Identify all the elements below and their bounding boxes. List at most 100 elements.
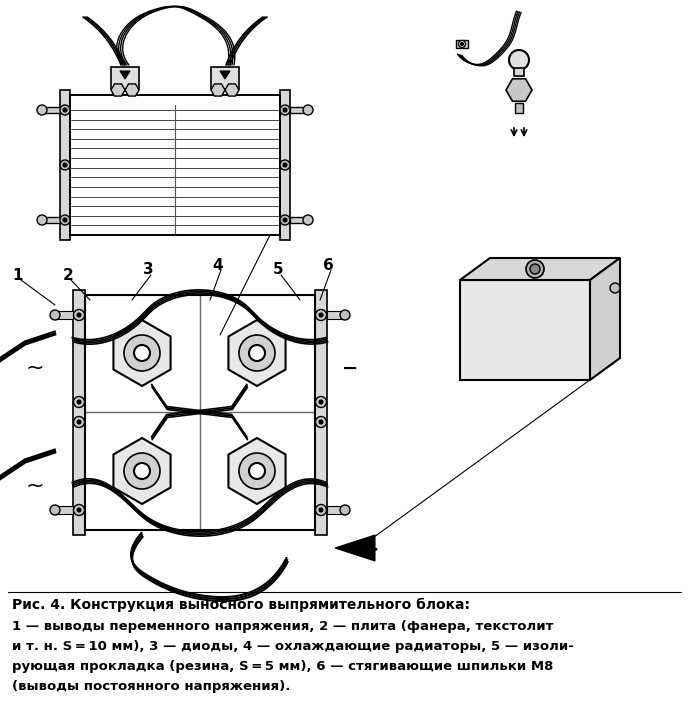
Bar (55, 506, 73, 514)
Bar (290, 217, 308, 223)
Circle shape (316, 505, 327, 516)
Bar (85, 295, 315, 530)
Circle shape (74, 505, 85, 516)
Circle shape (134, 345, 150, 361)
Text: 3: 3 (143, 263, 154, 277)
Circle shape (60, 215, 70, 225)
Polygon shape (225, 84, 239, 96)
Polygon shape (506, 79, 532, 101)
Circle shape (239, 335, 275, 371)
Text: ~: ~ (25, 358, 44, 378)
Circle shape (340, 505, 350, 515)
Text: −: − (342, 359, 358, 378)
Circle shape (319, 420, 323, 424)
Bar (85, 295, 315, 530)
Circle shape (77, 400, 81, 404)
Circle shape (303, 105, 313, 115)
Polygon shape (229, 438, 285, 504)
Circle shape (280, 160, 290, 170)
Bar (73, 290, 85, 535)
Bar (456, 40, 468, 48)
Polygon shape (220, 71, 230, 79)
Bar (55, 311, 73, 319)
Text: 2: 2 (63, 267, 73, 282)
Circle shape (63, 163, 67, 167)
Bar (315, 290, 327, 535)
Circle shape (77, 313, 81, 317)
Circle shape (63, 218, 67, 222)
Circle shape (460, 43, 464, 45)
Circle shape (283, 163, 287, 167)
Circle shape (74, 396, 85, 407)
Bar (60, 90, 70, 240)
Circle shape (280, 215, 290, 225)
Polygon shape (590, 258, 620, 380)
Bar (290, 107, 308, 113)
Circle shape (37, 105, 47, 115)
Bar (327, 311, 345, 319)
Text: +: + (360, 540, 380, 560)
Circle shape (340, 310, 350, 320)
Circle shape (316, 417, 327, 427)
Text: 6: 6 (322, 258, 333, 272)
Text: 1: 1 (13, 267, 23, 282)
Circle shape (530, 264, 540, 274)
Circle shape (458, 40, 466, 48)
Bar (327, 506, 345, 514)
Circle shape (316, 396, 327, 407)
Bar (515, 103, 523, 113)
Circle shape (283, 108, 287, 112)
Polygon shape (229, 320, 285, 386)
Polygon shape (211, 84, 225, 96)
Circle shape (124, 453, 160, 489)
Circle shape (37, 215, 47, 225)
Bar (211, 67, 239, 89)
Bar (42, 217, 60, 223)
Text: рующая прокладка (резина, S = 5 мм), 6 — стягивающие шпильки М8: рующая прокладка (резина, S = 5 мм), 6 —… (12, 660, 553, 673)
Circle shape (60, 160, 70, 170)
Circle shape (60, 105, 70, 115)
Circle shape (77, 508, 81, 512)
Bar (70, 95, 280, 235)
Polygon shape (120, 71, 130, 79)
Polygon shape (114, 438, 171, 504)
Circle shape (280, 105, 290, 115)
Circle shape (249, 463, 265, 479)
Bar (70, 95, 280, 235)
Text: Рис. 4. Конструкция выносного выпрямительного блока:: Рис. 4. Конструкция выносного выпрямител… (12, 598, 470, 612)
Text: ~: ~ (25, 476, 44, 496)
Polygon shape (460, 258, 620, 280)
Circle shape (316, 310, 327, 321)
Polygon shape (114, 320, 171, 386)
Bar (460, 280, 590, 380)
Circle shape (610, 283, 620, 293)
Circle shape (303, 215, 313, 225)
Bar (42, 107, 60, 113)
Circle shape (319, 400, 323, 404)
Text: и т. н. S = 10 мм), 3 — диоды, 4 — охлаждающие радиаторы, 5 — изоли-: и т. н. S = 10 мм), 3 — диоды, 4 — охлаж… (12, 640, 574, 653)
Text: 4: 4 (213, 258, 223, 272)
Circle shape (77, 420, 81, 424)
Text: 5: 5 (273, 263, 283, 277)
Circle shape (50, 310, 60, 320)
Polygon shape (335, 535, 375, 561)
Circle shape (283, 218, 287, 222)
Circle shape (526, 260, 544, 278)
Circle shape (249, 345, 265, 361)
Circle shape (509, 50, 529, 70)
Circle shape (319, 313, 323, 317)
Circle shape (74, 310, 85, 321)
Bar (514, 68, 524, 76)
Circle shape (319, 508, 323, 512)
Text: (выводы постоянного напряжения).: (выводы постоянного напряжения). (12, 680, 290, 693)
Circle shape (239, 453, 275, 489)
Circle shape (124, 335, 160, 371)
Circle shape (134, 463, 150, 479)
Circle shape (63, 108, 67, 112)
Circle shape (74, 417, 85, 427)
Polygon shape (125, 84, 139, 96)
Bar (111, 67, 139, 89)
Polygon shape (111, 84, 125, 96)
Circle shape (50, 505, 60, 515)
Bar (280, 90, 290, 240)
